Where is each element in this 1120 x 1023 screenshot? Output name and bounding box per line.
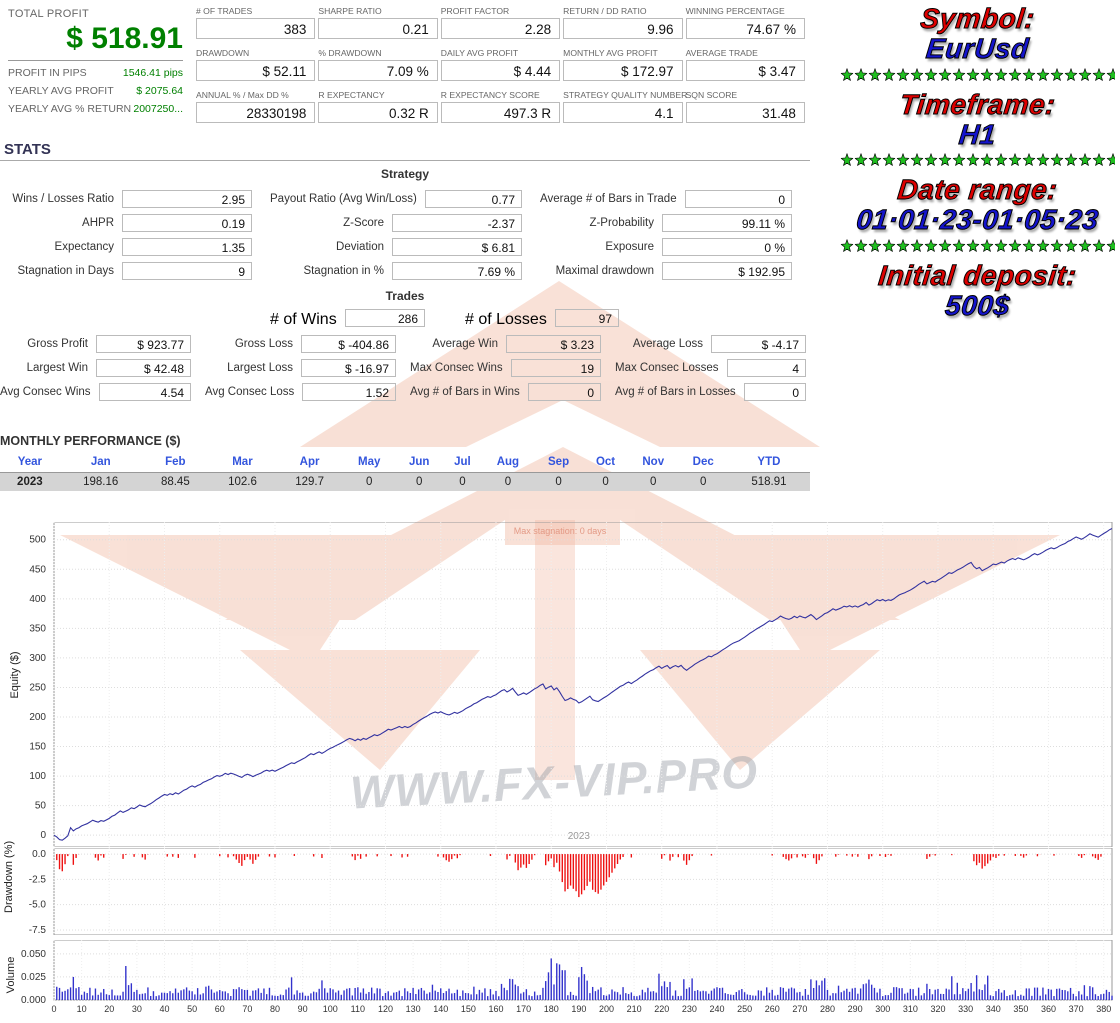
svg-text:180: 180 — [544, 1004, 559, 1014]
svg-text:150: 150 — [461, 1004, 476, 1014]
svg-text:210: 210 — [627, 1004, 642, 1014]
svg-text:80: 80 — [270, 1004, 280, 1014]
svg-text:90: 90 — [298, 1004, 308, 1014]
svg-text:270: 270 — [792, 1004, 807, 1014]
svg-text:60: 60 — [215, 1004, 225, 1014]
svg-text:200: 200 — [29, 712, 46, 723]
svg-text:20: 20 — [104, 1004, 114, 1014]
svg-text:0: 0 — [51, 1004, 56, 1014]
svg-text:0: 0 — [40, 830, 46, 841]
svg-text:300: 300 — [875, 1004, 890, 1014]
svg-text:100: 100 — [29, 771, 46, 782]
svg-text:170: 170 — [516, 1004, 531, 1014]
svg-text:160: 160 — [488, 1004, 503, 1014]
svg-text:-2.5: -2.5 — [29, 874, 47, 885]
svg-text:40: 40 — [159, 1004, 169, 1014]
svg-text:450: 450 — [29, 564, 46, 575]
svg-text:70: 70 — [242, 1004, 252, 1014]
svg-text:290: 290 — [848, 1004, 863, 1014]
svg-text:400: 400 — [29, 594, 46, 605]
svg-text:130: 130 — [406, 1004, 421, 1014]
svg-text:0.025: 0.025 — [21, 972, 46, 983]
svg-text:300: 300 — [29, 653, 46, 664]
svg-text:2023: 2023 — [568, 831, 591, 842]
svg-text:0.050: 0.050 — [21, 949, 46, 960]
svg-text:250: 250 — [737, 1004, 752, 1014]
svg-text:120: 120 — [378, 1004, 393, 1014]
svg-text:50: 50 — [187, 1004, 197, 1014]
svg-text:190: 190 — [571, 1004, 586, 1014]
svg-text:140: 140 — [433, 1004, 448, 1014]
svg-text:320: 320 — [930, 1004, 945, 1014]
svg-text:30: 30 — [132, 1004, 142, 1014]
svg-text:-5.0: -5.0 — [29, 900, 47, 911]
svg-text:150: 150 — [29, 742, 46, 753]
svg-text:330: 330 — [958, 1004, 973, 1014]
svg-text:380: 380 — [1096, 1004, 1111, 1014]
svg-text:250: 250 — [29, 682, 46, 693]
svg-text:370: 370 — [1069, 1004, 1084, 1014]
svg-text:0.000: 0.000 — [21, 995, 46, 1006]
svg-text:280: 280 — [820, 1004, 835, 1014]
svg-text:110: 110 — [351, 1004, 365, 1014]
svg-text:230: 230 — [682, 1004, 697, 1014]
svg-text:220: 220 — [654, 1004, 669, 1014]
svg-text:350: 350 — [29, 623, 46, 634]
svg-text:350: 350 — [1013, 1004, 1028, 1014]
svg-text:240: 240 — [709, 1004, 724, 1014]
svg-text:100: 100 — [323, 1004, 338, 1014]
svg-text:260: 260 — [765, 1004, 780, 1014]
svg-text:Max stagnation: 0 days: Max stagnation: 0 days — [514, 526, 607, 536]
svg-text:340: 340 — [986, 1004, 1001, 1014]
svg-text:-7.5: -7.5 — [29, 925, 47, 935]
svg-text:200: 200 — [599, 1004, 614, 1014]
svg-text:50: 50 — [35, 801, 47, 812]
svg-text:310: 310 — [903, 1004, 918, 1014]
svg-text:360: 360 — [1041, 1004, 1056, 1014]
svg-text:10: 10 — [77, 1004, 87, 1014]
svg-text:500: 500 — [29, 535, 46, 546]
svg-text:0.0: 0.0 — [32, 849, 46, 860]
